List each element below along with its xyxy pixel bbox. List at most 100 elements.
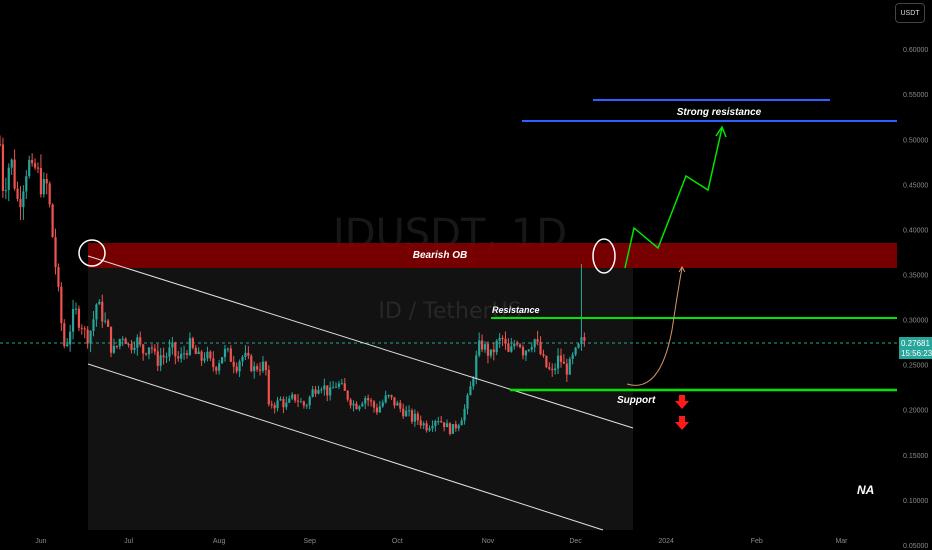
candle-body	[25, 176, 28, 192]
current-price-badge	[899, 337, 932, 359]
candle-body	[95, 304, 98, 320]
candle-body	[288, 398, 291, 403]
candle-body	[133, 347, 136, 350]
candle-body	[457, 425, 460, 429]
candle-body	[413, 413, 416, 422]
bearish-ob-zone[interactable]	[88, 243, 897, 268]
candle-body	[565, 363, 568, 375]
pullback-projection-arrowhead	[678, 266, 686, 273]
candle-body	[437, 421, 440, 423]
candle-body	[212, 358, 215, 368]
candle-body	[159, 355, 162, 366]
candle-body	[168, 347, 171, 357]
candle-body	[326, 385, 329, 396]
candle-body	[416, 413, 419, 421]
candle-body	[226, 348, 230, 350]
candle-body	[466, 395, 469, 409]
candle-body	[390, 395, 393, 398]
candle-body	[156, 351, 159, 366]
highlight-circle-left[interactable]	[78, 239, 106, 267]
y-tick-label: 0.15000	[903, 453, 928, 460]
candle-body	[460, 420, 463, 426]
candle-body	[521, 347, 525, 356]
y-tick-label: 0.30000	[903, 318, 928, 325]
candle-body	[513, 343, 516, 347]
candle-body	[104, 320, 107, 322]
candle-body	[180, 353, 183, 359]
candle-body	[463, 408, 466, 421]
x-tick-label: Jun	[35, 538, 46, 545]
candle-body	[296, 400, 300, 402]
candle-body	[580, 337, 583, 344]
candle-body	[559, 355, 563, 362]
x-tick-label: Dec	[569, 538, 582, 545]
candle-body	[142, 344, 145, 354]
down-arrow-icon	[675, 416, 689, 430]
corner-note: NA	[857, 483, 874, 497]
candle-body	[501, 337, 504, 339]
candle-body	[314, 389, 317, 394]
strong-resistance-label: Strong resistance	[677, 107, 762, 118]
candle-body	[478, 340, 481, 356]
candle-body	[16, 188, 19, 199]
candle-body	[54, 237, 57, 268]
candle-body	[343, 383, 346, 391]
candle-body	[139, 337, 142, 345]
highlight-circle-right[interactable]	[592, 238, 616, 274]
candle-body	[232, 361, 235, 367]
candle-body	[510, 346, 513, 352]
candle-body	[340, 383, 343, 385]
candle-body	[264, 361, 267, 370]
candle-body	[229, 348, 232, 362]
candle-body	[127, 344, 130, 346]
currency-button[interactable]: USDT	[895, 3, 925, 23]
resistance-label: Resistance	[492, 305, 540, 315]
current-price-value: 0.27681	[901, 339, 930, 348]
candle-body	[428, 428, 431, 431]
candle-body	[516, 343, 519, 345]
candle-body	[19, 198, 22, 208]
candle-body	[4, 190, 7, 192]
x-axis[interactable]: Jun Jul Aug Sep Oct Nov Dec 2024 Feb Mar	[35, 538, 848, 545]
candle-body	[554, 368, 557, 371]
y-tick-label: 0.20000	[903, 408, 928, 415]
bullish-projection-path[interactable]	[624, 127, 723, 269]
candle-body	[334, 386, 338, 388]
candle-body	[57, 267, 60, 287]
candle-body	[548, 367, 551, 369]
candle-body	[402, 408, 405, 417]
candle-body	[358, 406, 361, 410]
candle-body	[483, 344, 487, 350]
candle-body	[33, 163, 37, 168]
candle-body	[63, 323, 66, 346]
candle-body	[124, 338, 127, 345]
candle-body	[396, 402, 399, 406]
candle-body	[407, 410, 411, 412]
y-axis[interactable]: 0.60000 0.55000 0.50000 0.45000 0.40000 0.350…	[903, 47, 928, 550]
candle-body	[247, 352, 250, 356]
candle-body	[206, 351, 209, 359]
candle-body	[7, 167, 10, 191]
candle-body	[77, 308, 80, 328]
channel-upper-line[interactable]	[87, 255, 634, 429]
candle-body	[539, 341, 542, 355]
candle-body	[1, 144, 5, 191]
candle-body	[349, 399, 352, 406]
candle-body	[294, 394, 297, 401]
candle-body	[331, 387, 335, 389]
candle-body	[410, 410, 414, 422]
channel-background	[88, 268, 633, 530]
candle-body	[454, 424, 457, 429]
candle-body	[323, 385, 326, 390]
candle-body	[191, 338, 194, 348]
candle-body	[472, 378, 475, 387]
candle-body	[384, 395, 387, 403]
candle-body	[285, 402, 288, 408]
pullback-projection-path[interactable]	[626, 267, 683, 386]
channel-lower-line[interactable]	[87, 363, 604, 531]
candle-body	[109, 326, 113, 353]
candle-body	[112, 345, 116, 353]
candle-body	[445, 423, 449, 428]
candle-body	[574, 347, 577, 355]
